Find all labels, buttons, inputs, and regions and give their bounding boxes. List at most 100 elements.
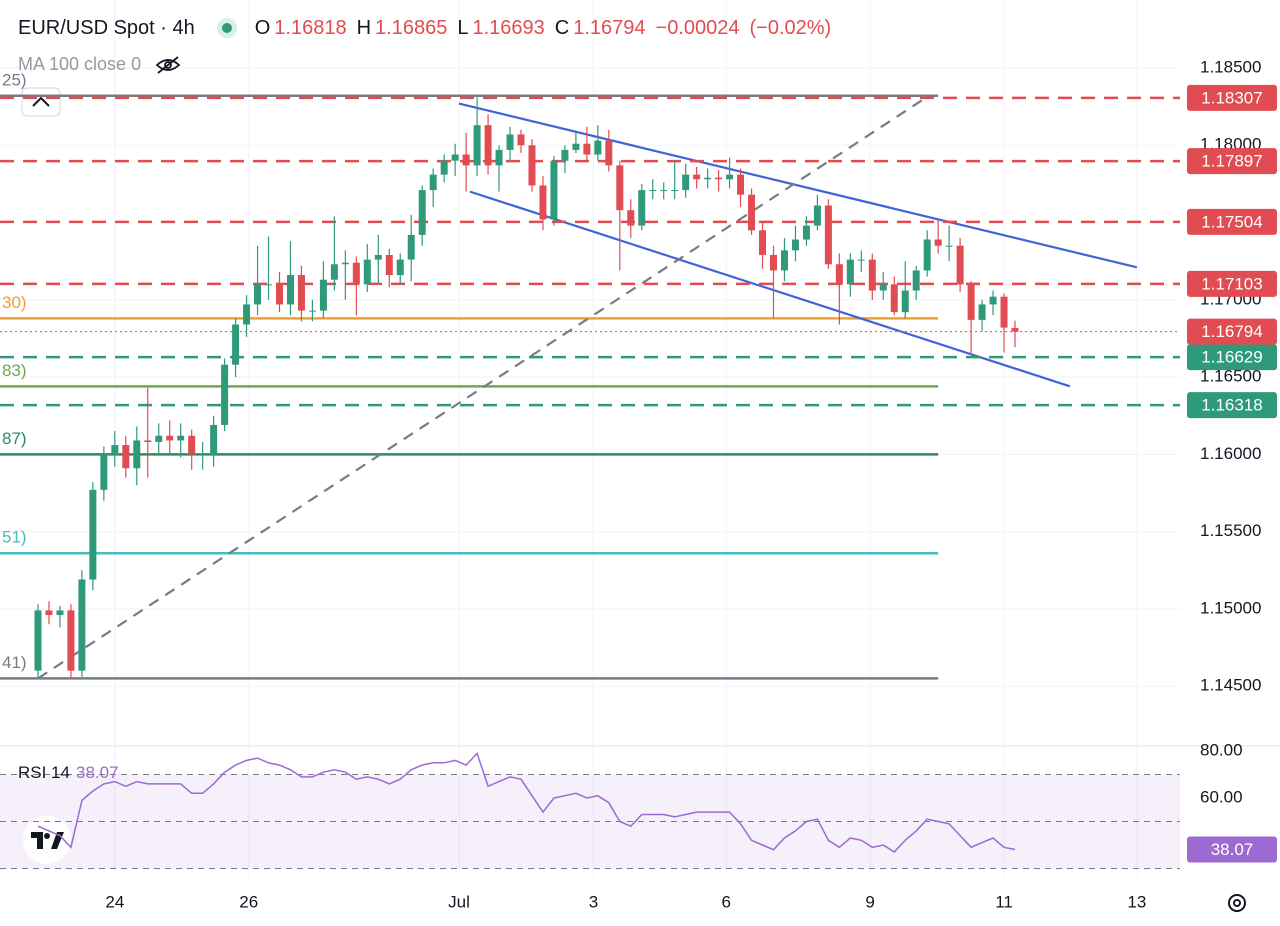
rsi-tick-label: 60.00 (1200, 788, 1243, 807)
candle-body (791, 239, 799, 251)
trendline (458, 102, 1138, 269)
ohlc-letter: O (254, 16, 271, 39)
candle-body (297, 275, 305, 311)
candle-body (473, 125, 481, 166)
candle-body (769, 254, 777, 271)
candle-body (330, 264, 338, 280)
symbol-title: EUR/USD Spot · 4h (18, 16, 195, 39)
price-tag (1187, 318, 1277, 345)
candle-body (418, 190, 426, 235)
rsi-tag-label: 38.07 (1211, 840, 1254, 859)
indicator-legend: MA 100 close 0 (18, 54, 182, 75)
rsi-line (37, 751, 1016, 853)
candle-body (407, 234, 415, 260)
rsi-label: RSI 14 (18, 763, 70, 782)
candle-body (89, 489, 97, 580)
candle-body (901, 290, 909, 313)
x-tick-label: 9 (865, 892, 874, 911)
ohlc-value: 1.16794 (573, 16, 646, 39)
candle-body (528, 145, 536, 186)
ohlc-letter: H (356, 16, 372, 39)
fib-label: 41) (2, 653, 27, 672)
ohlc-letter: L (457, 16, 469, 39)
collapse-button[interactable] (21, 87, 61, 117)
candle-body (462, 154, 470, 166)
candle-body (813, 205, 821, 226)
candle-body (254, 284, 262, 305)
rsi-legend: RSI 14 38.07 (18, 763, 119, 783)
x-tick-label: 13 (1127, 892, 1146, 911)
candle-body (221, 364, 229, 425)
candle-body (539, 185, 547, 220)
candle-body (868, 259, 876, 291)
candle-body (759, 230, 767, 255)
ohlc-value: 1.16693 (472, 16, 545, 39)
settings-icon[interactable] (1228, 894, 1246, 912)
candle-body (188, 435, 196, 455)
trendline (469, 190, 1071, 388)
candle-body (440, 160, 448, 175)
candle-body (605, 140, 613, 166)
price-tag (1187, 84, 1277, 111)
hidden-icon[interactable] (154, 55, 182, 75)
price-tag-label: 1.17103 (1201, 274, 1262, 293)
symbol-header: EUR/USD Spot · 4h O 1.16818 H 1.16865 L 1.1… (18, 16, 841, 40)
ohlc-value: 1.16818 (274, 16, 347, 39)
candle-body (572, 143, 580, 150)
candle-body (166, 435, 174, 441)
candle-body (671, 190, 679, 192)
y-tick-label: 1.15500 (1200, 521, 1261, 540)
y-tick-label: 1.14500 (1200, 676, 1261, 695)
x-tick-label: Jul (448, 892, 470, 911)
candle-body (660, 190, 668, 192)
x-tick-label: 24 (105, 892, 124, 911)
candle-body (989, 296, 997, 305)
candle-body (144, 440, 152, 442)
candle-body (583, 143, 591, 155)
candle-body (155, 435, 163, 442)
candle-body (243, 304, 251, 325)
candle-body (824, 205, 832, 265)
price-tag-label: 1.17897 (1201, 152, 1262, 171)
candle-body (506, 134, 514, 150)
candle-body (45, 610, 53, 616)
candle-body (912, 270, 920, 291)
change: −0.00024 (655, 16, 740, 39)
candle-body (67, 610, 75, 671)
x-tick-label: 11 (995, 892, 1013, 911)
candle-body (199, 454, 207, 456)
price-tag (1187, 344, 1277, 371)
fib-label: 30) (2, 293, 27, 312)
price-tag-label: 1.16318 (1201, 396, 1262, 415)
candle-body (396, 259, 404, 276)
candle-body (100, 454, 108, 490)
candle-body (561, 149, 569, 161)
price-tag-label: 1.16794 (1201, 322, 1262, 341)
candle-body (34, 610, 42, 671)
trendline (37, 99, 923, 680)
x-tick-label: 3 (589, 892, 598, 911)
ohlc-value: 1.16865 (375, 16, 448, 39)
background-layer (0, 0, 1180, 876)
candle-body (857, 259, 865, 261)
y-tick-label: 1.18500 (1200, 57, 1261, 76)
candle-body (879, 284, 887, 291)
candle-body (352, 262, 360, 285)
candle-body (726, 174, 734, 180)
collapse-icon (32, 96, 50, 107)
candle-body (923, 239, 931, 271)
fib-label: 87) (2, 429, 27, 448)
status-dot (216, 18, 237, 38)
candle-body (616, 165, 624, 211)
candle-body (550, 160, 558, 220)
fib-label: 25) (2, 70, 27, 89)
price-tag (1187, 270, 1277, 297)
candle-body (1000, 296, 1008, 328)
candle-body (210, 424, 218, 455)
candle-body (429, 174, 437, 191)
y-tick-label: 1.15000 (1200, 598, 1261, 617)
candle-body (451, 154, 459, 161)
y-tick-label: 1.16000 (1200, 444, 1261, 463)
